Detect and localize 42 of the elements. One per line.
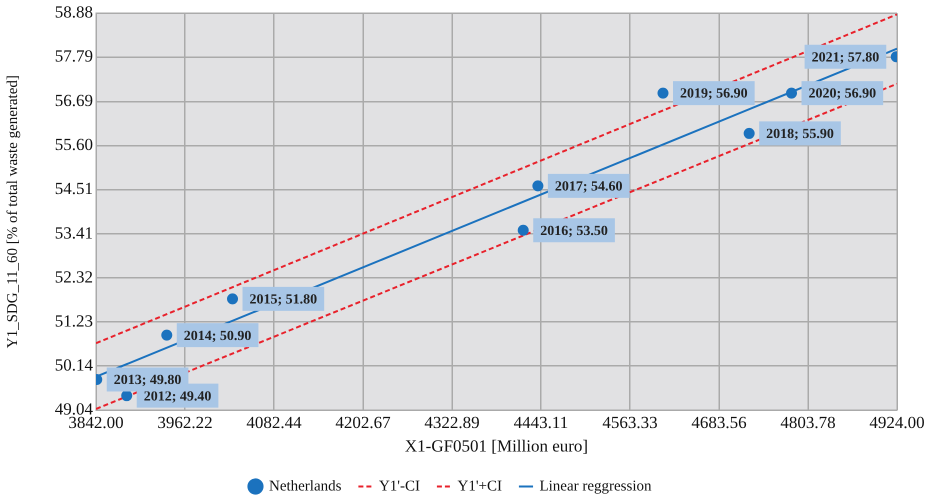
point bbox=[786, 88, 798, 99]
y-tick-label: 51.23 bbox=[54, 311, 93, 330]
data-label: 2017; 54.60 bbox=[554, 179, 623, 194]
legend-label: Linear reggression bbox=[539, 478, 652, 494]
x-tick-label: 4082.44 bbox=[246, 412, 302, 432]
data-label: 2012; 49.40 bbox=[144, 389, 212, 404]
data-label: 2013; 49.80 bbox=[114, 373, 182, 388]
x-tick-label: 4322.89 bbox=[424, 412, 480, 432]
point bbox=[657, 88, 668, 99]
point bbox=[227, 293, 238, 304]
x-tick-label: 4563.33 bbox=[602, 412, 658, 432]
data-label: 2016; 53.50 bbox=[540, 224, 608, 239]
legend-label: Netherlands bbox=[268, 478, 342, 494]
point bbox=[121, 390, 132, 402]
data-label: 2020; 56.90 bbox=[808, 86, 876, 102]
data-label: 2015; 51.80 bbox=[250, 292, 318, 308]
legend-label: Y1'+CI bbox=[457, 478, 502, 494]
x-tick-label: 4683.56 bbox=[691, 412, 747, 432]
x-tick-label: 4443.11 bbox=[514, 412, 568, 432]
y-tick-label: 58.88 bbox=[54, 2, 93, 22]
y-tick-label: 52.32 bbox=[54, 267, 93, 286]
y-tick-label: 53.41 bbox=[54, 223, 93, 242]
x-tick-label: 4202.67 bbox=[335, 412, 392, 432]
legend-label: Y1'-CI bbox=[378, 478, 420, 494]
data-label: 2018; 55.90 bbox=[766, 127, 834, 142]
point bbox=[744, 128, 755, 139]
data-label: 2021; 57.80 bbox=[812, 50, 880, 66]
x-axis-title: X1-GF0501 [Million euro] bbox=[404, 436, 588, 456]
y-axis-title: Y1_SDG_11_60 [% of total waste generated] bbox=[4, 75, 21, 348]
data-label: 2014; 50.90 bbox=[184, 328, 252, 344]
x-tick-label: 4803.78 bbox=[780, 412, 836, 432]
point bbox=[532, 180, 544, 192]
point bbox=[161, 330, 172, 341]
y-tick-label: 50.14 bbox=[54, 355, 94, 374]
y-tick-label: 56.69 bbox=[54, 91, 93, 110]
data-label: 2019; 56.90 bbox=[680, 86, 748, 102]
y-tick-label: 54.51 bbox=[54, 178, 93, 198]
point bbox=[518, 224, 529, 236]
x-tick-label: 4924.00 bbox=[869, 412, 925, 432]
x-tick-label: 3962.22 bbox=[157, 412, 213, 432]
y-tick-label: 55.60 bbox=[54, 135, 93, 154]
y-tick-label: 57.79 bbox=[54, 46, 93, 66]
